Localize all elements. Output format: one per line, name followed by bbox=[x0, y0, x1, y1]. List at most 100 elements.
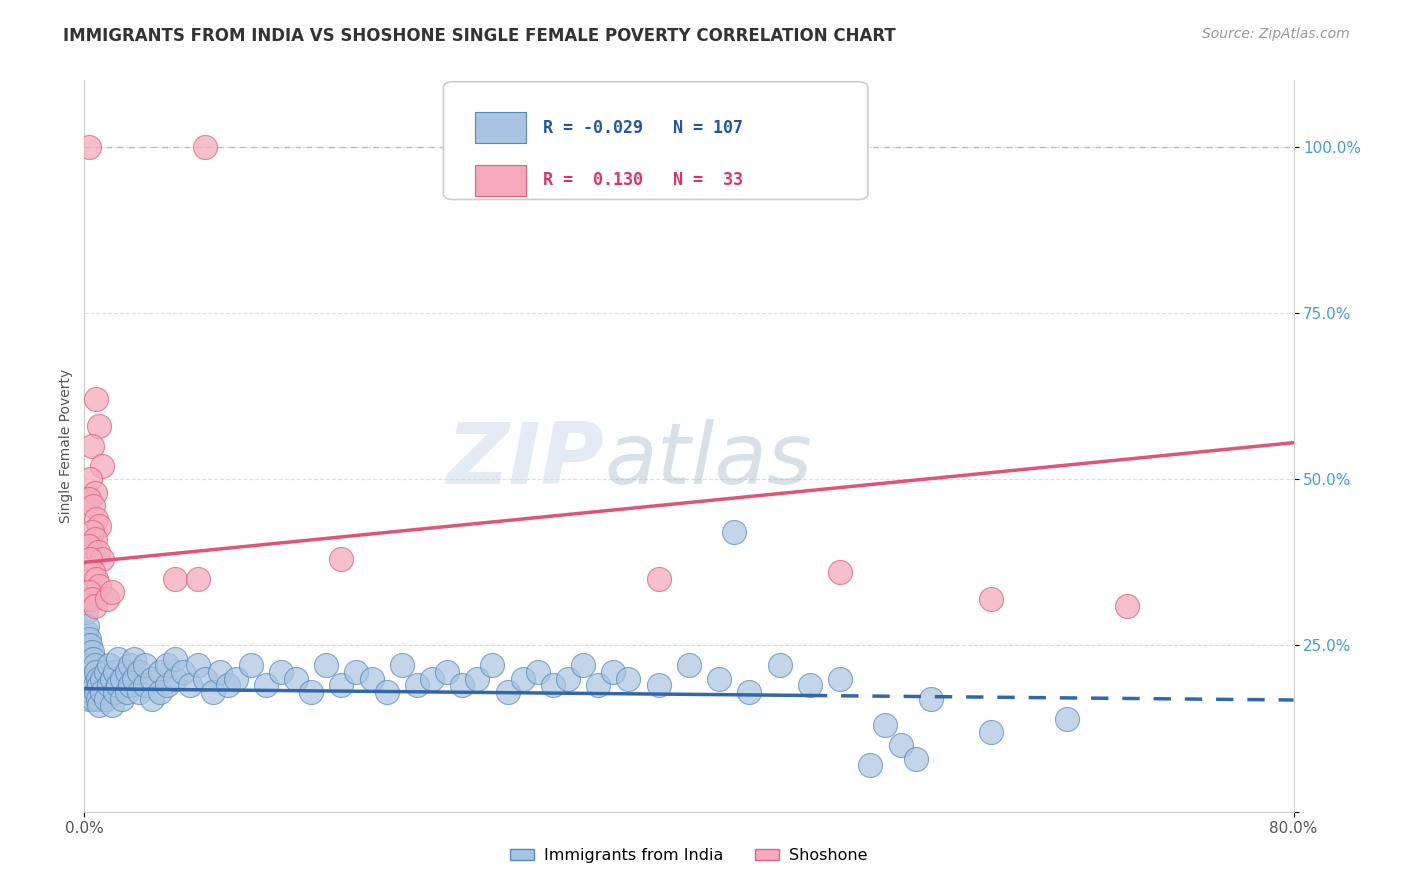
Point bbox=[80, 525, 103, 540]
Point bbox=[80, 685, 103, 699]
Point bbox=[678, 658, 700, 673]
Point bbox=[100, 585, 122, 599]
Point bbox=[79, 472, 101, 486]
Point bbox=[128, 685, 150, 699]
Point bbox=[330, 678, 353, 692]
Point bbox=[107, 678, 129, 692]
Point bbox=[84, 532, 107, 546]
Point bbox=[97, 658, 120, 673]
Point bbox=[346, 665, 368, 679]
Point bbox=[91, 672, 114, 686]
Point bbox=[86, 665, 108, 679]
Point bbox=[201, 685, 224, 699]
Point bbox=[96, 591, 118, 606]
Point bbox=[890, 738, 912, 752]
Point bbox=[79, 552, 101, 566]
Point bbox=[436, 665, 458, 679]
Point bbox=[77, 492, 100, 507]
Point bbox=[77, 140, 100, 154]
Point bbox=[82, 499, 104, 513]
Point bbox=[118, 678, 141, 692]
Point bbox=[84, 599, 107, 613]
Point bbox=[76, 665, 98, 679]
Point bbox=[572, 658, 595, 673]
FancyBboxPatch shape bbox=[443, 82, 868, 200]
Point bbox=[77, 585, 100, 599]
Point bbox=[723, 525, 745, 540]
Point bbox=[1056, 712, 1078, 726]
Point bbox=[87, 672, 110, 686]
Point bbox=[209, 665, 232, 679]
Legend: Immigrants from India, Shoshone: Immigrants from India, Shoshone bbox=[505, 842, 873, 870]
Point bbox=[225, 672, 247, 686]
Point bbox=[875, 718, 897, 732]
Point bbox=[100, 698, 122, 713]
Point bbox=[77, 652, 100, 666]
Point bbox=[239, 658, 262, 673]
Point bbox=[481, 658, 503, 673]
Point bbox=[602, 665, 624, 679]
Point bbox=[920, 691, 942, 706]
Point bbox=[149, 665, 172, 679]
Point bbox=[141, 672, 163, 686]
Point bbox=[512, 672, 534, 686]
Point bbox=[217, 678, 239, 692]
Point bbox=[194, 672, 217, 686]
Point bbox=[82, 672, 104, 686]
Text: IMMIGRANTS FROM INDIA VS SHOSHONE SINGLE FEMALE POVERTY CORRELATION CHART: IMMIGRANTS FROM INDIA VS SHOSHONE SINGLE… bbox=[63, 27, 896, 45]
Point bbox=[118, 658, 141, 673]
Point bbox=[149, 685, 172, 699]
Text: Source: ZipAtlas.com: Source: ZipAtlas.com bbox=[1202, 27, 1350, 41]
Point bbox=[799, 678, 821, 692]
Point bbox=[76, 591, 98, 606]
Point bbox=[111, 672, 134, 686]
Point bbox=[89, 678, 111, 692]
Point bbox=[391, 658, 413, 673]
Point bbox=[254, 678, 277, 692]
Point bbox=[79, 639, 101, 653]
Point bbox=[360, 672, 382, 686]
Point bbox=[86, 392, 108, 407]
Point bbox=[84, 678, 107, 692]
Point bbox=[165, 672, 187, 686]
Point bbox=[82, 691, 104, 706]
Point bbox=[80, 665, 103, 679]
Point bbox=[76, 639, 98, 653]
Point bbox=[588, 678, 610, 692]
Y-axis label: Single Female Poverty: Single Female Poverty bbox=[59, 369, 73, 523]
Point bbox=[87, 691, 110, 706]
Point bbox=[156, 658, 179, 673]
Point bbox=[541, 678, 564, 692]
Point bbox=[97, 678, 120, 692]
Point bbox=[709, 672, 731, 686]
Point bbox=[75, 672, 97, 686]
Point bbox=[141, 691, 163, 706]
Point bbox=[79, 678, 101, 692]
Point bbox=[980, 591, 1002, 606]
Point bbox=[77, 691, 100, 706]
Point bbox=[375, 685, 398, 699]
Point bbox=[82, 566, 104, 580]
Point bbox=[80, 439, 103, 453]
Point bbox=[194, 140, 217, 154]
Point bbox=[172, 665, 194, 679]
Point bbox=[75, 605, 97, 619]
Point bbox=[94, 691, 117, 706]
Text: atlas: atlas bbox=[605, 419, 813, 502]
Point bbox=[830, 672, 852, 686]
Point bbox=[77, 672, 100, 686]
Text: R =  0.130   N =  33: R = 0.130 N = 33 bbox=[543, 171, 742, 189]
Point bbox=[1116, 599, 1139, 613]
Point bbox=[122, 672, 145, 686]
Point bbox=[94, 665, 117, 679]
Point bbox=[115, 665, 138, 679]
Point bbox=[285, 672, 308, 686]
Point bbox=[299, 685, 322, 699]
Point bbox=[187, 658, 209, 673]
Point bbox=[86, 572, 108, 586]
Point bbox=[467, 672, 489, 686]
Point bbox=[904, 751, 927, 765]
Point bbox=[134, 658, 156, 673]
Point bbox=[82, 652, 104, 666]
Point bbox=[77, 632, 100, 646]
